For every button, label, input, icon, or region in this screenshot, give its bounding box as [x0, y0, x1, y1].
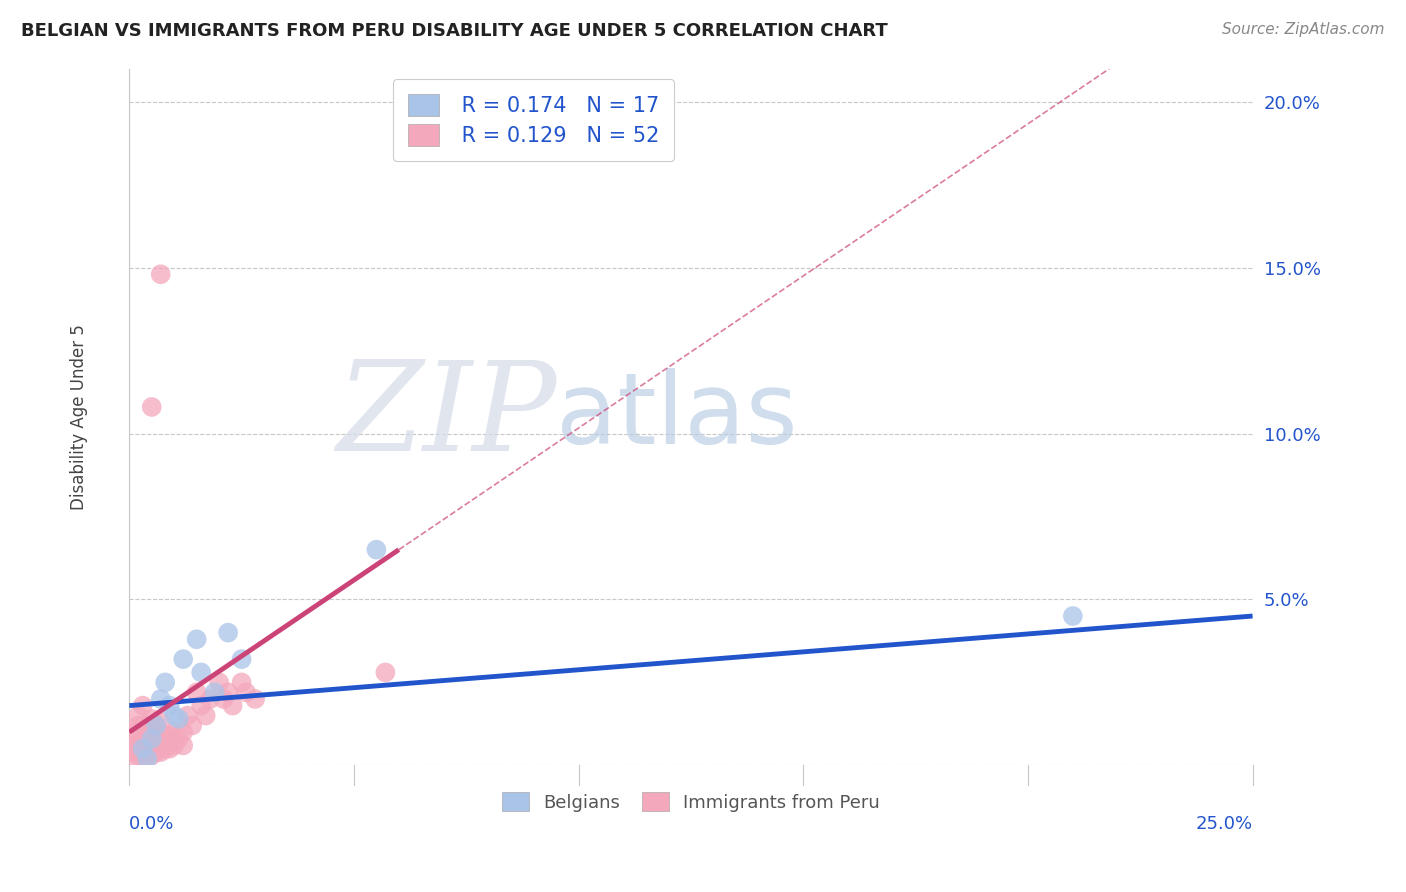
Point: [167, 712, 190, 726]
Point: [176, 708, 198, 723]
Point: [217, 625, 239, 640]
Text: atlas: atlas: [557, 368, 797, 466]
Point: [159, 698, 181, 713]
Point: [167, 731, 190, 746]
Point: [208, 675, 231, 690]
Point: [186, 632, 208, 647]
Text: 25.0%: 25.0%: [1195, 815, 1253, 833]
Point: [127, 748, 149, 763]
Legend: Belgians, Immigrants from Peru: Belgians, Immigrants from Peru: [495, 785, 887, 819]
Point: [243, 692, 266, 706]
Point: [235, 685, 257, 699]
Point: [149, 692, 172, 706]
Text: 0.0%: 0.0%: [129, 815, 174, 833]
Point: [149, 267, 172, 281]
Point: [204, 685, 226, 699]
Point: [132, 748, 155, 763]
Point: [190, 665, 212, 680]
Point: [145, 745, 167, 759]
Point: [132, 741, 155, 756]
Point: [155, 729, 177, 743]
Point: [141, 712, 163, 726]
Point: [194, 708, 217, 723]
Point: [127, 718, 149, 732]
Point: [127, 739, 149, 753]
Point: [127, 729, 149, 743]
Point: [198, 692, 221, 706]
Point: [172, 739, 194, 753]
Point: [122, 752, 145, 766]
Point: [141, 748, 163, 763]
Point: [366, 542, 388, 557]
Point: [127, 708, 149, 723]
Point: [132, 741, 155, 756]
Point: [141, 725, 163, 739]
Point: [163, 739, 186, 753]
Point: [132, 731, 155, 746]
Point: [145, 718, 167, 732]
Point: [181, 718, 204, 732]
Point: [163, 725, 186, 739]
Point: [190, 698, 212, 713]
Point: [145, 731, 167, 746]
Point: [132, 698, 155, 713]
Point: [136, 739, 159, 753]
Point: [374, 665, 396, 680]
Point: [221, 698, 243, 713]
Text: Disability Age Under 5: Disability Age Under 5: [70, 324, 87, 510]
Point: [141, 739, 163, 753]
Point: [212, 692, 235, 706]
Point: [136, 752, 159, 766]
Point: [1062, 609, 1084, 624]
Point: [149, 731, 172, 746]
Point: [186, 685, 208, 699]
Point: [145, 718, 167, 732]
Text: ZIP: ZIP: [336, 356, 557, 478]
Text: BELGIAN VS IMMIGRANTS FROM PERU DISABILITY AGE UNDER 5 CORRELATION CHART: BELGIAN VS IMMIGRANTS FROM PERU DISABILI…: [21, 22, 887, 40]
Point: [136, 725, 159, 739]
Point: [149, 745, 172, 759]
Point: [231, 675, 253, 690]
Point: [231, 652, 253, 666]
Point: [172, 652, 194, 666]
Point: [149, 715, 172, 730]
Point: [172, 725, 194, 739]
Point: [155, 741, 177, 756]
Point: [217, 685, 239, 699]
Point: [163, 708, 186, 723]
Point: [122, 725, 145, 739]
Point: [159, 729, 181, 743]
Point: [155, 675, 177, 690]
Point: [159, 741, 181, 756]
Point: [141, 400, 163, 414]
Text: Source: ZipAtlas.com: Source: ZipAtlas.com: [1222, 22, 1385, 37]
Point: [141, 731, 163, 746]
Point: [136, 748, 159, 763]
Point: [132, 718, 155, 732]
Point: [122, 739, 145, 753]
Point: [122, 745, 145, 759]
